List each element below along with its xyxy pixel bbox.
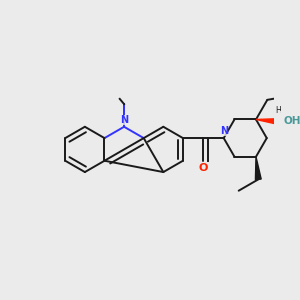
Polygon shape	[255, 157, 261, 180]
Text: O: O	[198, 163, 207, 173]
Polygon shape	[256, 118, 281, 125]
Text: OH: OH	[283, 116, 300, 126]
Text: H: H	[275, 106, 281, 115]
Text: N: N	[220, 126, 228, 136]
Text: N: N	[120, 115, 128, 125]
